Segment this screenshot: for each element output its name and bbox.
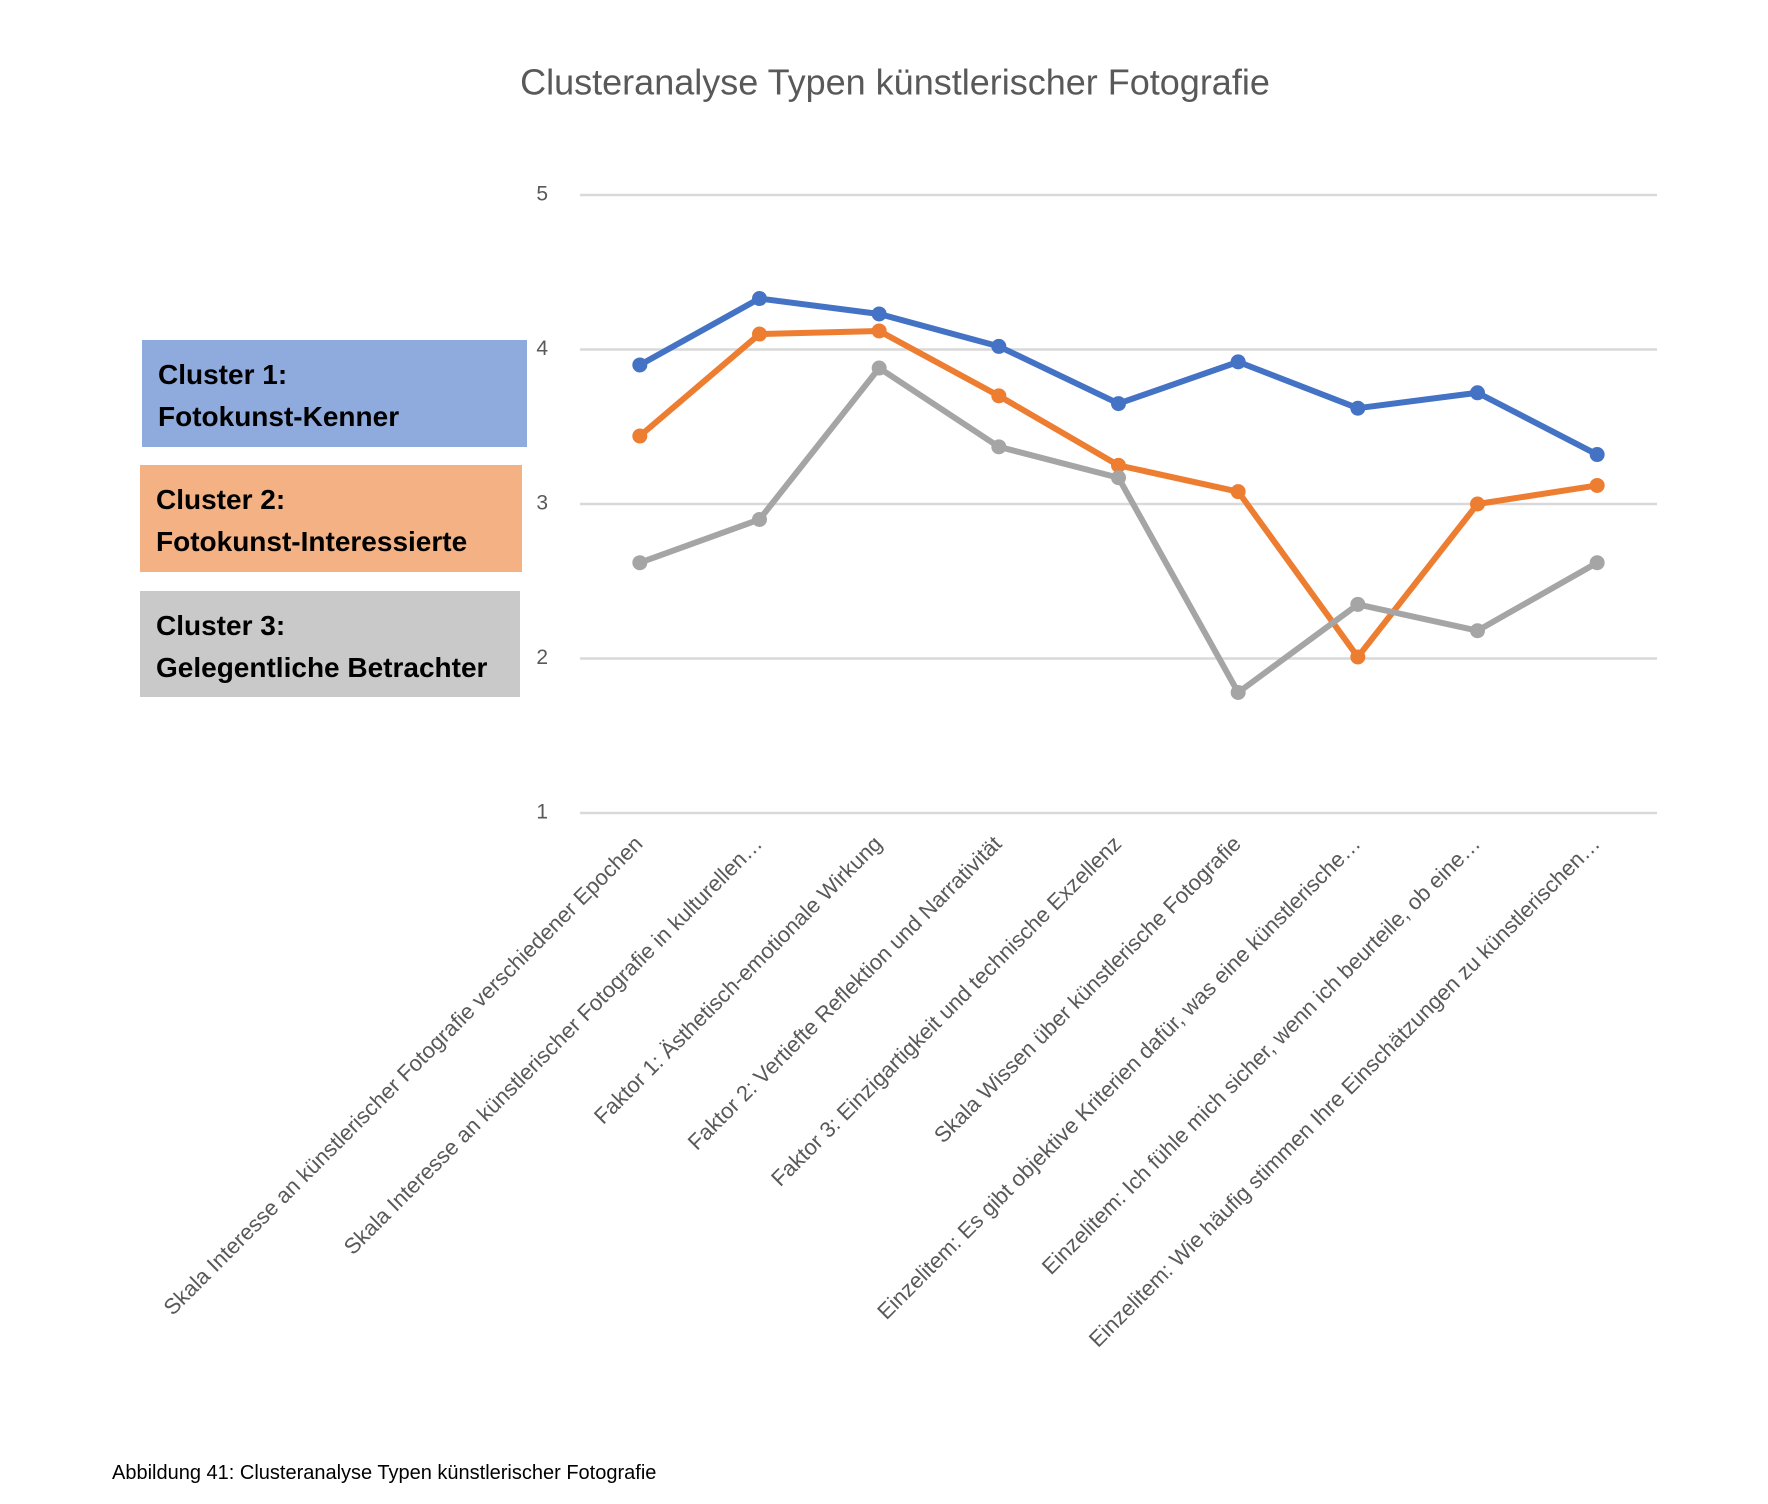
legend-label: Cluster 3: Gelegentliche Betrachter	[156, 610, 488, 683]
point	[1589, 447, 1605, 463]
y-tick-label: 4	[536, 337, 548, 360]
point	[1589, 477, 1605, 493]
x-tick-label: Skala Interesse an künstlerischer Fotogr…	[339, 831, 767, 1259]
point	[1470, 385, 1485, 401]
series-line	[638, 295, 1599, 458]
point	[1350, 400, 1366, 416]
point	[632, 428, 648, 444]
point	[1470, 496, 1485, 512]
point	[632, 555, 648, 571]
point	[991, 388, 1007, 404]
point	[1111, 470, 1126, 486]
point	[1350, 649, 1366, 665]
point	[871, 306, 887, 322]
x-tick-label: Skala Interesse an künstlerischer Fotogr…	[159, 831, 648, 1320]
legend-label: Cluster 1: Fotokunst-Kenner	[158, 359, 400, 432]
point	[991, 338, 1007, 354]
caption: Abbildung 41: Clusteranalyse Typen künst…	[112, 1462, 657, 1484]
point	[1589, 555, 1605, 571]
x-tick-label: Einzelitem: Ich fühle mich sicher, wenn …	[1037, 831, 1485, 1279]
point	[752, 326, 767, 342]
point	[1230, 684, 1246, 700]
legend-item: Cluster 1: Fotokunst-Kenner	[142, 340, 527, 447]
legend-swatch	[140, 465, 522, 572]
y-tick-label: 5	[536, 183, 548, 206]
point	[632, 357, 648, 373]
point	[1350, 596, 1366, 612]
y-tick-label: 1	[536, 801, 548, 824]
legend-swatch	[142, 340, 527, 447]
legend-item: Cluster 2: Fotokunst-Interessierte	[140, 465, 522, 572]
point	[991, 439, 1007, 455]
y-tick-label: 2	[536, 646, 548, 669]
point	[871, 323, 887, 339]
legend-label: Cluster 2: Fotokunst-Interessierte	[156, 484, 468, 557]
chart-title: Clusteranalyse Typen künstlerischer Foto…	[520, 62, 1270, 103]
point	[1470, 623, 1485, 639]
point	[752, 291, 767, 307]
legend-item: Cluster 3: Gelegentliche Betrachter	[140, 591, 520, 697]
point	[1230, 354, 1246, 370]
point	[1230, 484, 1246, 500]
point	[752, 511, 767, 527]
y-tick-label: 3	[536, 492, 548, 515]
point	[1111, 396, 1126, 412]
point	[1111, 457, 1126, 473]
point	[871, 360, 887, 376]
legend-swatch	[140, 591, 520, 697]
